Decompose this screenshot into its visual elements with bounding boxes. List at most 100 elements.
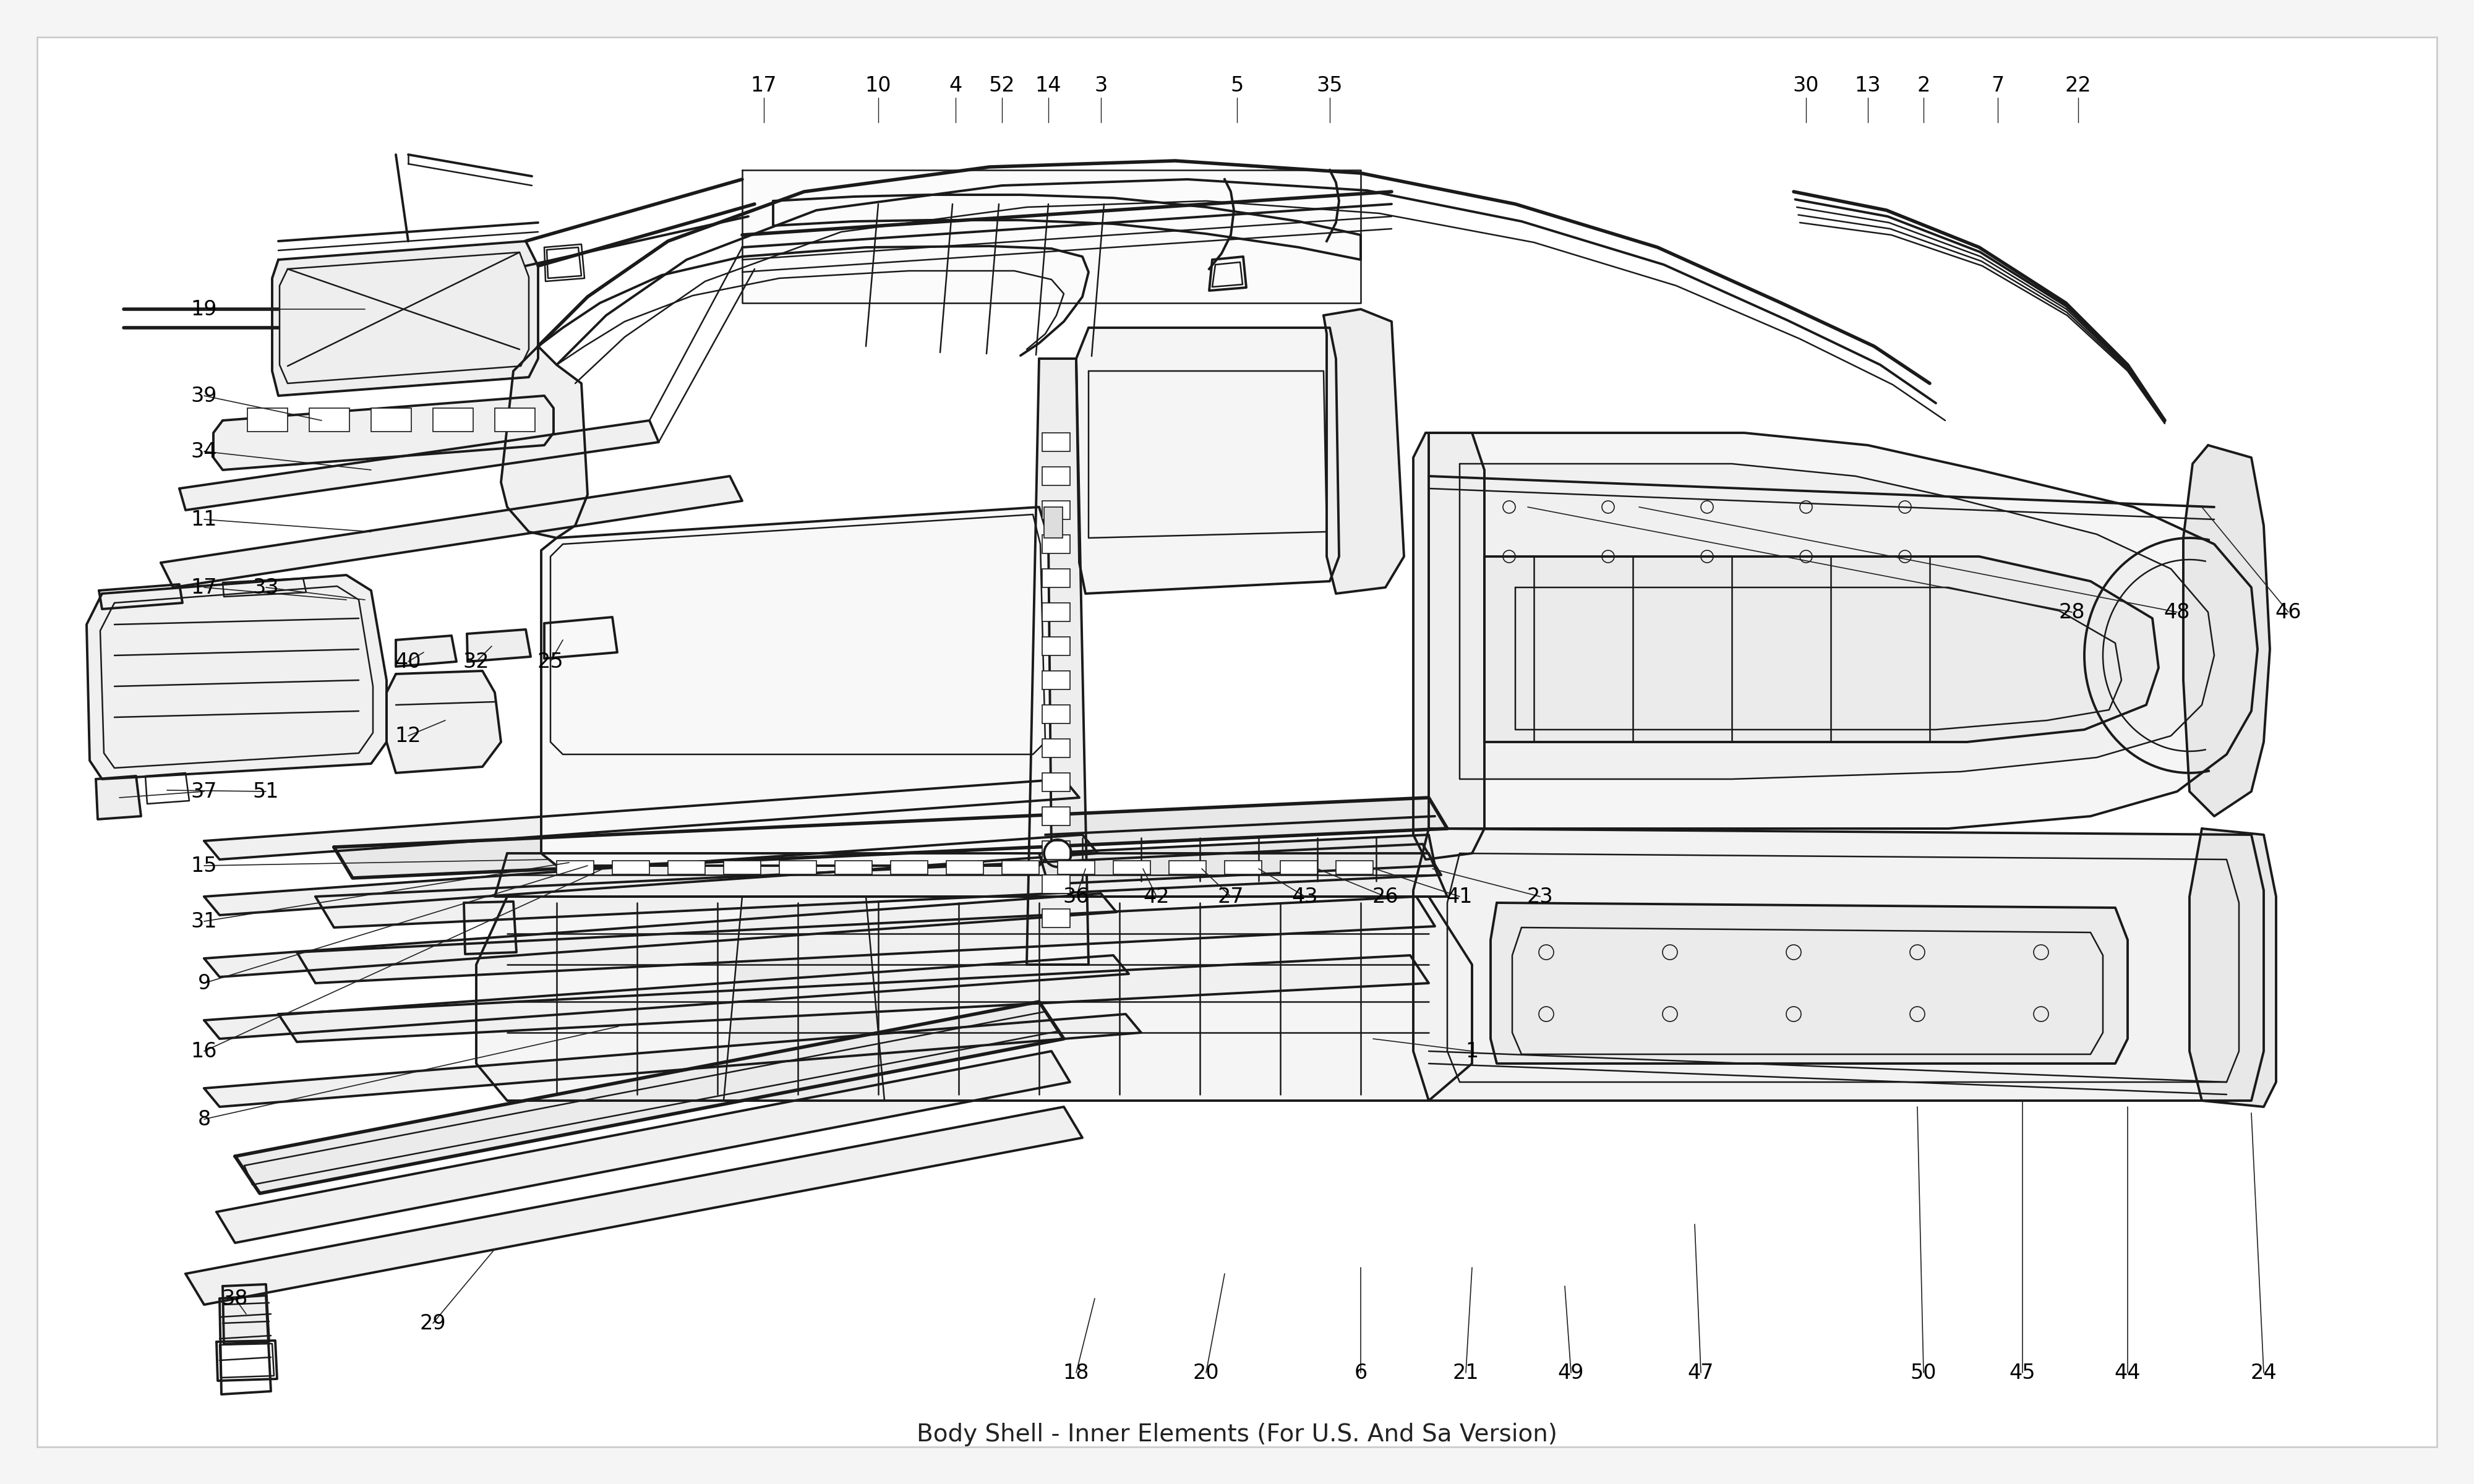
Text: 21: 21 [1452, 1362, 1479, 1383]
Text: 42: 42 [1143, 886, 1170, 907]
Text: Body Shell - Inner Elements (For U.S. And Sa Version): Body Shell - Inner Elements (For U.S. An… [918, 1423, 1556, 1447]
Polygon shape [235, 1002, 1064, 1193]
Text: 9: 9 [198, 974, 210, 993]
Bar [1042, 705, 1069, 723]
Polygon shape [203, 1014, 1141, 1107]
Polygon shape [317, 844, 1440, 927]
Text: 20: 20 [1192, 1362, 1220, 1383]
Text: 39: 39 [190, 386, 218, 407]
Bar [371, 408, 411, 432]
Text: 38: 38 [223, 1288, 247, 1309]
Text: 50: 50 [1910, 1362, 1937, 1383]
Polygon shape [495, 853, 1447, 896]
Bar [1042, 841, 1069, 859]
Bar [1042, 671, 1069, 690]
Polygon shape [386, 671, 500, 773]
Polygon shape [1076, 328, 1338, 594]
Polygon shape [218, 1051, 1069, 1244]
Bar [722, 861, 762, 874]
Bar [836, 861, 871, 874]
Bar [1042, 467, 1069, 485]
Bar [1042, 807, 1069, 825]
Text: 30: 30 [1794, 76, 1818, 95]
Polygon shape [272, 240, 539, 396]
Polygon shape [1430, 433, 2256, 828]
Polygon shape [468, 629, 529, 662]
Text: 41: 41 [1447, 886, 1472, 907]
Bar [945, 861, 985, 874]
Text: 15: 15 [190, 855, 218, 876]
Text: 47: 47 [1687, 1362, 1714, 1383]
Bar [309, 408, 349, 432]
Text: 12: 12 [396, 726, 421, 746]
Bar [557, 861, 594, 874]
Bar [614, 861, 648, 874]
Polygon shape [223, 1284, 270, 1345]
Text: 25: 25 [537, 651, 564, 672]
Bar [779, 861, 816, 874]
Text: 46: 46 [2276, 603, 2301, 622]
Polygon shape [396, 635, 455, 666]
Polygon shape [186, 1107, 1084, 1304]
Text: 22: 22 [2066, 76, 2091, 95]
Polygon shape [1489, 902, 2128, 1064]
Text: 7: 7 [1992, 76, 2004, 95]
Polygon shape [1413, 433, 1484, 859]
Bar [668, 861, 705, 874]
Polygon shape [2189, 828, 2276, 1107]
Text: 4: 4 [950, 76, 962, 95]
Polygon shape [203, 779, 1079, 859]
Polygon shape [203, 893, 1116, 976]
Text: 14: 14 [1034, 76, 1061, 95]
Bar [1042, 500, 1069, 519]
Text: 10: 10 [866, 76, 891, 95]
Text: 17: 17 [750, 76, 777, 95]
Text: 2: 2 [1917, 76, 1930, 95]
Polygon shape [213, 396, 554, 470]
Text: 45: 45 [2009, 1362, 2036, 1383]
Polygon shape [1460, 463, 2214, 779]
Polygon shape [1027, 359, 1089, 965]
Polygon shape [1484, 556, 2157, 742]
Polygon shape [1039, 834, 1435, 884]
Bar [1042, 773, 1069, 791]
Bar [891, 861, 928, 874]
Text: 19: 19 [190, 298, 218, 319]
Bar [247, 408, 287, 432]
Text: 18: 18 [1064, 1362, 1089, 1383]
Polygon shape [722, 896, 886, 1101]
Polygon shape [297, 896, 1435, 982]
Text: 13: 13 [1856, 76, 1880, 95]
Text: 33: 33 [252, 577, 280, 598]
Text: 48: 48 [2165, 603, 2189, 622]
Text: 8: 8 [198, 1109, 210, 1129]
Bar [1042, 433, 1069, 451]
Text: 51: 51 [252, 781, 280, 801]
Text: 36: 36 [1064, 886, 1089, 907]
Bar [1044, 508, 1064, 537]
Text: 37: 37 [190, 781, 218, 801]
Bar [1225, 861, 1262, 874]
Polygon shape [277, 956, 1430, 1042]
Text: 17: 17 [190, 577, 218, 598]
Polygon shape [178, 420, 658, 510]
Text: 29: 29 [421, 1313, 445, 1334]
Text: 11: 11 [190, 509, 218, 530]
Bar [1042, 568, 1069, 588]
Text: 16: 16 [190, 1040, 218, 1061]
Text: 24: 24 [2251, 1362, 2276, 1383]
Polygon shape [96, 776, 141, 819]
Text: 35: 35 [1316, 76, 1343, 95]
Text: 34: 34 [190, 441, 218, 462]
Bar [1042, 876, 1069, 893]
Bar [1042, 908, 1069, 927]
Polygon shape [1324, 309, 1405, 594]
Polygon shape [203, 834, 1098, 916]
Text: 28: 28 [2058, 603, 2086, 622]
Text: 6: 6 [1353, 1362, 1368, 1383]
Polygon shape [87, 574, 386, 779]
Text: 3: 3 [1094, 76, 1108, 95]
Polygon shape [542, 508, 1051, 865]
Bar [1042, 739, 1069, 757]
Polygon shape [500, 346, 589, 537]
